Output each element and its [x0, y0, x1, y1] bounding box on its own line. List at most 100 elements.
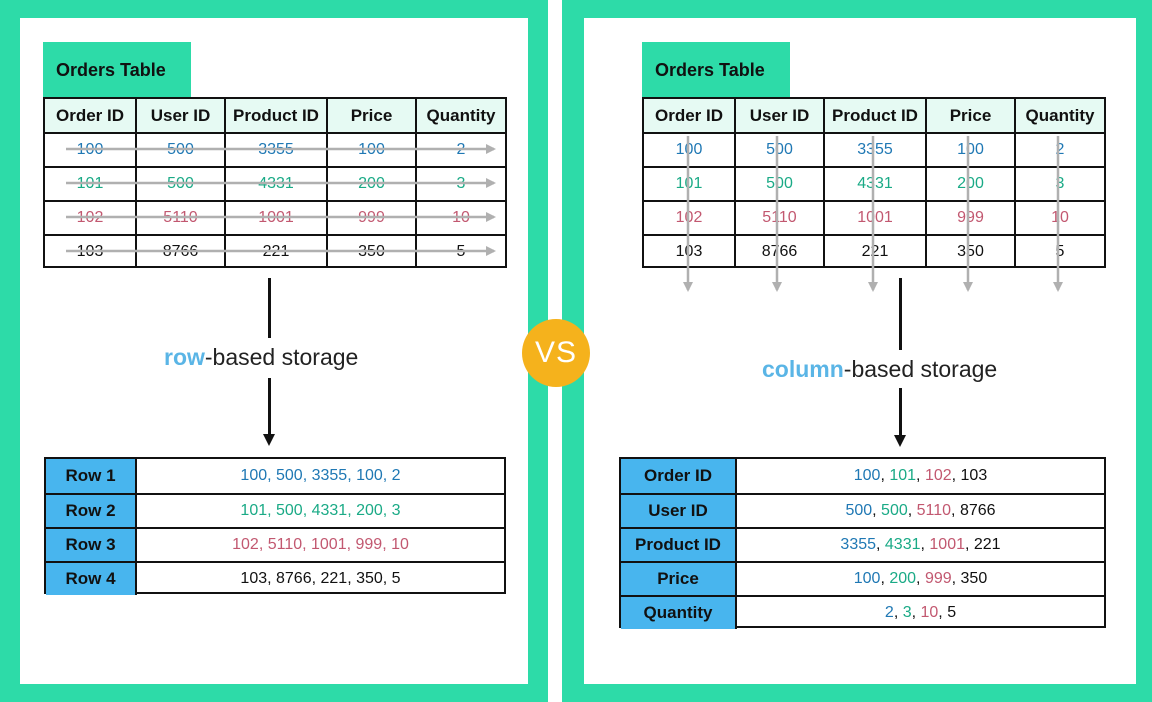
stored-column: Quantity 2, 3, 10, 5	[621, 595, 1104, 629]
stored-row: Row 4 103, 8766, 221, 350, 5	[46, 561, 504, 595]
column-store-table: Order ID 100, 101, 102, 103 User ID 500, 50…	[619, 457, 1106, 629]
right-flow-line-top	[899, 278, 902, 350]
column-value: 200	[889, 570, 917, 587]
stored-row: Row 1 100, 500, 3355, 100, 2	[46, 459, 504, 493]
column-header: Price	[326, 99, 415, 133]
stored-column: Order ID 100, 101, 102, 103	[621, 459, 1104, 493]
table-cell: 500	[135, 168, 224, 200]
column-value: 221	[973, 536, 1001, 553]
column-value: 102	[924, 467, 952, 484]
table-cell: 100	[925, 134, 1014, 166]
stored-column: User ID 500, 500, 5110, 8766	[621, 493, 1104, 527]
table-row: 101 500 4331 200 3	[45, 166, 505, 200]
table-row: 102 5110 1001 999 10	[45, 200, 505, 234]
stored-column: Price 100, 200, 999, 350	[621, 561, 1104, 595]
right-table-title: Orders Table	[642, 42, 790, 98]
table-cell: 350	[326, 236, 415, 268]
column-value: 101	[889, 467, 917, 484]
column-key-cell: User ID	[621, 495, 735, 527]
table-cell: 221	[823, 236, 925, 268]
table-cell: 4331	[224, 168, 326, 200]
table-cell: 2	[415, 134, 505, 166]
table-cell: 500	[734, 168, 823, 200]
row-values-cell: 100, 500, 3355, 100, 2	[135, 459, 504, 493]
column-header: Product ID	[823, 99, 925, 133]
column-header: Quantity	[1014, 99, 1104, 133]
table-cell: 200	[326, 168, 415, 200]
table-cell: 100	[76, 141, 104, 158]
column-value: 500	[881, 502, 908, 519]
column-value: 103	[960, 467, 988, 484]
column-header: Quantity	[415, 99, 505, 133]
row-storage-label: row-based storage	[164, 344, 359, 370]
left-flow-line-top	[268, 278, 271, 338]
table-cell: 103	[675, 243, 703, 260]
row-store-table: Row 1 100, 500, 3355, 100, 2 Row 2 101, 500…	[44, 457, 506, 595]
column-value: 3355	[840, 536, 877, 553]
column-values-cell: 2, 3, 10, 5	[735, 597, 1104, 629]
column-value: 10	[920, 604, 939, 621]
column-value: 100	[853, 467, 881, 484]
right-flow-line-bottom	[899, 388, 902, 435]
table-cell: 3	[415, 168, 505, 200]
column-header: Product ID	[224, 99, 326, 133]
table-cell: 999	[925, 202, 1014, 234]
row-key-cell: Row 1	[46, 459, 135, 493]
column-values-cell: 500, 500, 5110, 8766	[735, 495, 1104, 527]
table-cell: 500	[734, 134, 823, 166]
table-header-row: Order ID User ID Product ID Price Quantity	[45, 99, 505, 133]
column-value: 4331	[884, 536, 921, 553]
column-header: Order ID	[644, 99, 734, 133]
table-cell: 3	[1014, 168, 1104, 200]
table-row: 102 5110 1001 999 10	[644, 200, 1104, 234]
row-values-cell: 101, 500, 4331, 200, 3	[135, 495, 504, 527]
table-cell: 101	[76, 175, 104, 192]
column-value: 5	[947, 604, 957, 621]
table-cell: 4331	[823, 168, 925, 200]
row-values-cell: 103, 8766, 221, 350, 5	[135, 563, 504, 595]
column-value: 1001	[929, 536, 965, 553]
left-flow-arrowhead	[263, 434, 275, 446]
column-value: 350	[960, 570, 988, 587]
column-header: Order ID	[45, 99, 135, 133]
table-cell: 1001	[823, 202, 925, 234]
row-key-cell: Row 2	[46, 495, 135, 527]
table-row: 103 8766 221 350 5	[644, 234, 1104, 268]
column-values-cell: 100, 101, 102, 103	[735, 459, 1104, 493]
table-cell: 8766	[734, 236, 823, 268]
right-orders-table: Order ID User ID Product ID Price Quantity 10…	[642, 97, 1106, 268]
table-row: 103 8766 221 350 5	[45, 234, 505, 268]
table-cell: 5	[1014, 236, 1104, 268]
column-value: 999	[924, 570, 952, 587]
table-cell: 101	[675, 175, 703, 192]
table-cell: 102	[675, 209, 703, 226]
table-cell: 3355	[823, 134, 925, 166]
table-cell: 999	[326, 202, 415, 234]
table-cell: 200	[925, 168, 1014, 200]
column-value: 500	[845, 502, 873, 519]
row-key-cell: Row 3	[46, 529, 135, 561]
table-header-row: Order ID User ID Product ID Price Quantity	[644, 99, 1104, 133]
table-cell: 102	[76, 209, 104, 226]
table-cell: 100	[675, 141, 703, 158]
table-cell: 221	[224, 236, 326, 268]
stored-column: Product ID 3355, 4331, 1001, 221	[621, 527, 1104, 561]
table-cell: 10	[415, 202, 505, 234]
column-values-cell: 100, 200, 999, 350	[735, 563, 1104, 595]
column-values-cell: 3355, 4331, 1001, 221	[735, 529, 1104, 561]
left-flow-line-bottom	[268, 378, 271, 434]
table-cell: 3355	[224, 134, 326, 166]
column-header: Price	[925, 99, 1014, 133]
column-key-cell: Quantity	[621, 597, 735, 629]
table-cell: 500	[135, 134, 224, 166]
table-cell: 5110	[734, 202, 823, 234]
table-row: 100 500 3355 100 2	[45, 132, 505, 166]
table-cell: 100	[326, 134, 415, 166]
column-storage-label: column-based storage	[762, 356, 998, 382]
table-row: 101 500 4331 200 3	[644, 166, 1104, 200]
table-cell: 103	[76, 243, 104, 260]
table-cell: 2	[1014, 134, 1104, 166]
column-value: 100	[853, 570, 881, 587]
row-key-cell: Row 4	[46, 563, 135, 595]
table-cell: 5110	[135, 202, 224, 234]
